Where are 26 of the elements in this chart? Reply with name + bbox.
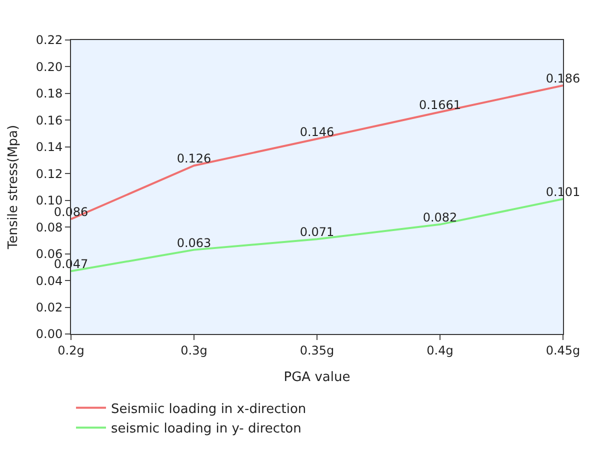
data-label: 0.071 bbox=[300, 225, 334, 240]
y-tick-label: 0.00 bbox=[36, 327, 63, 342]
y-tick-label: 0.12 bbox=[36, 166, 63, 181]
y-tick-label: 0.02 bbox=[36, 300, 63, 314]
x-tick-label: 0.3g bbox=[180, 343, 208, 358]
legend-label: seismic loading in y- directon bbox=[111, 422, 302, 437]
y-tick-label: 0.16 bbox=[36, 113, 63, 128]
y-tick-label: 0.22 bbox=[36, 33, 63, 48]
y-tick-label: 0.08 bbox=[36, 220, 63, 234]
y-axis-title: Tensile stress(Mpa) bbox=[6, 124, 21, 250]
data-label: 0.082 bbox=[422, 210, 458, 224]
data-label: 0.063 bbox=[176, 236, 212, 250]
y-tick-label: 0.14 bbox=[36, 140, 63, 154]
y-tick-label: 0.18 bbox=[36, 86, 63, 101]
x-tick-label: 0.2g bbox=[58, 343, 84, 358]
data-label: 0.146 bbox=[300, 124, 334, 139]
y-tick-label: 0.20 bbox=[36, 60, 63, 74]
y-tick-label: 0.10 bbox=[36, 194, 63, 208]
x-tick-label: 0.45g bbox=[546, 343, 580, 358]
x-tick-label: 0.4g bbox=[426, 343, 454, 358]
y-tick-label: 0.04 bbox=[36, 274, 63, 288]
x-tick-label: 0.35g bbox=[300, 343, 334, 358]
data-label: 0.126 bbox=[176, 152, 212, 166]
legend-label: Seismiic loading in x-direction bbox=[111, 402, 306, 417]
x-axis-title: PGA value bbox=[284, 370, 350, 385]
data-label: 0.1661 bbox=[419, 98, 461, 112]
